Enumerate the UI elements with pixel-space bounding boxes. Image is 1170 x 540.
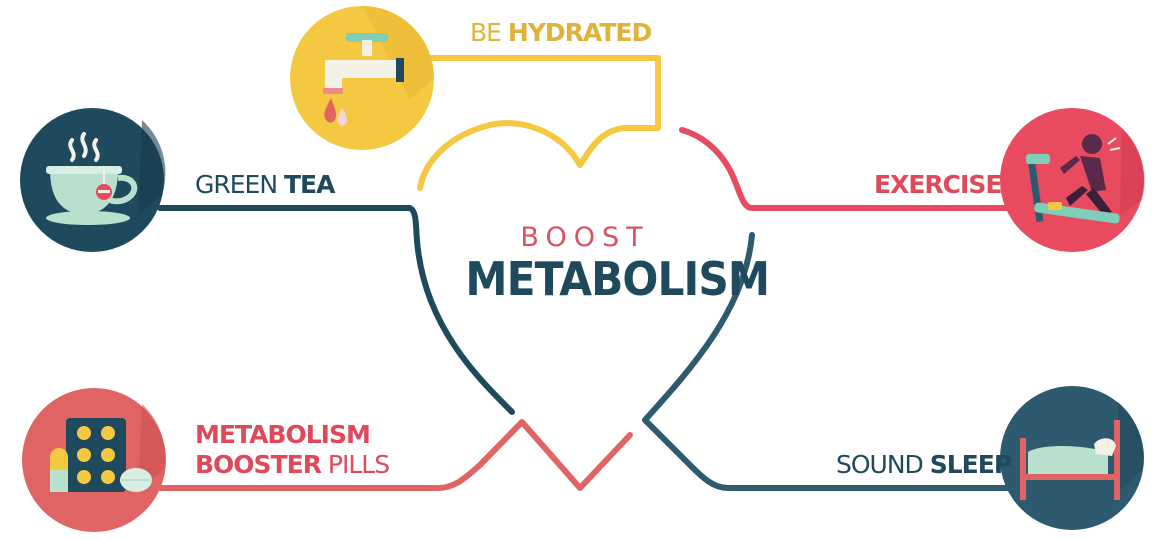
tea-cup-icon xyxy=(20,108,166,252)
hydrated-connector xyxy=(407,55,661,191)
label-pills-line2-bold: BOOSTER xyxy=(195,450,322,479)
center-title-boost: BOOST xyxy=(520,222,650,253)
label-be-hydrated-light: BE xyxy=(470,18,508,47)
label-green-tea: GREEN TEA xyxy=(195,170,335,200)
label-exercise: EXERCISE xyxy=(874,170,1002,200)
label-exercise-bold: EXERCISE xyxy=(874,170,1002,199)
treadmill-runner-icon xyxy=(1000,108,1145,252)
pills-icon xyxy=(22,388,166,532)
label-green-tea-bold: TEA xyxy=(283,170,335,199)
label-pills-line2-light: PILLS xyxy=(320,450,390,479)
bed-icon xyxy=(1000,386,1144,530)
label-sound-sleep: SOUND SLEEP xyxy=(836,450,1012,480)
label-be-hydrated-bold: HYDRATED xyxy=(507,18,652,47)
label-green-tea-light: GREEN xyxy=(195,170,284,199)
label-sound-sleep-bold: SLEEP xyxy=(929,450,1012,479)
pills-connector xyxy=(157,419,633,491)
label-sound-sleep-light: SOUND xyxy=(836,450,930,479)
exercise-connector xyxy=(679,127,1013,211)
water-tap-icon xyxy=(290,6,434,150)
label-pills-line1: METABOLISM xyxy=(195,420,371,449)
label-metabolism-booster-pills: METABOLISM BOOSTER PILLS xyxy=(195,420,390,480)
sleep-connector xyxy=(642,232,1013,491)
label-be-hydrated: BE HYDRATED xyxy=(470,18,652,48)
green-tea-connector xyxy=(157,205,515,415)
center-title-metabolism: METABOLISM xyxy=(465,252,770,306)
